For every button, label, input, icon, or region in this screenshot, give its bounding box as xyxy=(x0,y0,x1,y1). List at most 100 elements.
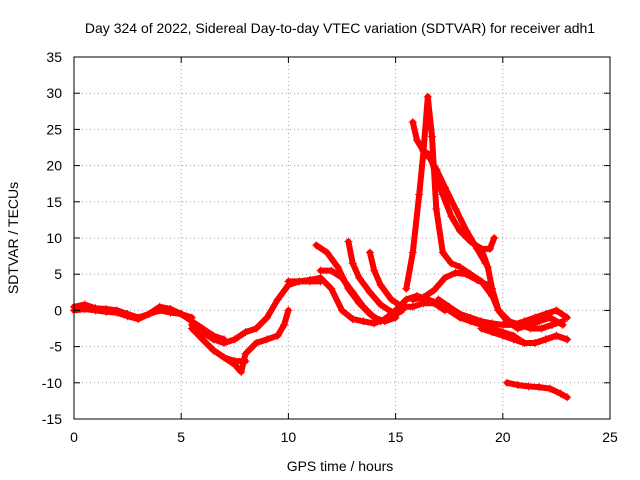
series-track-13 xyxy=(419,147,499,253)
data-point xyxy=(423,295,432,304)
data-point xyxy=(477,317,486,326)
data-point xyxy=(376,300,385,309)
data-point xyxy=(438,190,447,199)
data-point xyxy=(209,346,218,355)
data-point xyxy=(262,335,271,344)
data-point xyxy=(344,237,353,246)
data-point xyxy=(280,320,289,329)
data-point xyxy=(455,226,464,235)
data-point xyxy=(513,324,522,333)
data-point xyxy=(322,248,331,257)
data-series xyxy=(70,92,572,402)
data-point xyxy=(327,266,336,275)
data-point xyxy=(220,353,229,362)
data-point xyxy=(563,335,572,344)
data-point xyxy=(520,338,529,347)
series-track-18 xyxy=(503,378,572,402)
data-point xyxy=(415,190,424,199)
y-tick-label: -5 xyxy=(50,339,63,355)
y-tick-label: 25 xyxy=(46,121,62,137)
data-point xyxy=(237,367,246,376)
y-tick-label: 10 xyxy=(46,230,62,246)
data-point xyxy=(485,244,494,253)
data-point xyxy=(419,147,428,156)
data-point xyxy=(365,288,374,297)
x-tick-label: 20 xyxy=(495,429,511,445)
data-point xyxy=(552,331,561,340)
data-point xyxy=(462,270,471,279)
data-point xyxy=(284,277,293,286)
y-tick-label: 15 xyxy=(46,194,62,210)
data-point xyxy=(262,313,271,322)
data-point xyxy=(230,335,239,344)
data-point xyxy=(338,273,346,282)
data-point xyxy=(488,284,497,293)
data-point xyxy=(198,335,207,344)
data-point xyxy=(155,302,164,311)
data-point xyxy=(187,324,196,333)
data-point xyxy=(440,273,449,282)
data-point xyxy=(359,317,368,326)
data-point xyxy=(348,288,357,297)
data-point xyxy=(348,315,357,324)
data-point xyxy=(230,357,239,366)
data-point xyxy=(80,304,89,313)
data-point xyxy=(513,380,522,389)
data-point xyxy=(273,295,282,304)
data-point xyxy=(387,295,396,304)
data-point xyxy=(503,378,512,387)
data-point xyxy=(273,331,282,340)
data-point xyxy=(408,248,417,257)
data-point xyxy=(488,328,497,337)
data-point xyxy=(556,389,565,398)
data-point xyxy=(563,393,572,402)
data-point xyxy=(391,313,400,322)
axis-ticks xyxy=(73,56,611,420)
data-point xyxy=(473,275,482,284)
data-point xyxy=(423,92,432,101)
data-point xyxy=(387,307,396,316)
data-point xyxy=(359,302,368,311)
y-axis-title: SDTVAR / TECUs xyxy=(5,182,21,294)
data-point xyxy=(241,357,250,366)
data-point xyxy=(380,317,389,326)
data-point xyxy=(355,273,364,282)
data-point xyxy=(558,320,567,329)
data-point xyxy=(445,302,454,311)
series-line xyxy=(188,325,249,365)
data-point xyxy=(447,259,456,268)
data-point xyxy=(425,150,434,159)
data-point xyxy=(295,277,304,286)
x-axis-title: GPS time / hours xyxy=(287,458,394,474)
series-track-3 xyxy=(187,277,325,347)
data-point xyxy=(112,308,121,317)
data-point xyxy=(524,382,533,391)
data-point xyxy=(252,324,261,333)
data-point xyxy=(209,335,218,344)
data-point xyxy=(541,335,550,344)
data-point xyxy=(408,295,417,304)
series-track-9 xyxy=(344,237,407,316)
data-point xyxy=(312,241,321,250)
data-point xyxy=(241,349,250,358)
data-point xyxy=(327,284,336,293)
data-point xyxy=(494,306,503,315)
data-point xyxy=(503,317,512,326)
data-point xyxy=(451,268,460,277)
series-track-19 xyxy=(477,324,572,347)
series-line xyxy=(317,267,399,325)
data-point xyxy=(177,310,186,319)
series-track-16 xyxy=(434,295,572,329)
y-tick-label: 35 xyxy=(46,49,62,65)
x-tick-label: 10 xyxy=(281,429,297,445)
data-point xyxy=(447,212,456,221)
data-point xyxy=(455,310,464,319)
data-point xyxy=(252,338,261,347)
data-point xyxy=(537,324,546,333)
data-point xyxy=(432,205,441,214)
data-point xyxy=(428,132,437,141)
y-tick-label: 20 xyxy=(46,158,62,174)
data-point xyxy=(198,328,207,337)
data-point xyxy=(166,304,175,313)
